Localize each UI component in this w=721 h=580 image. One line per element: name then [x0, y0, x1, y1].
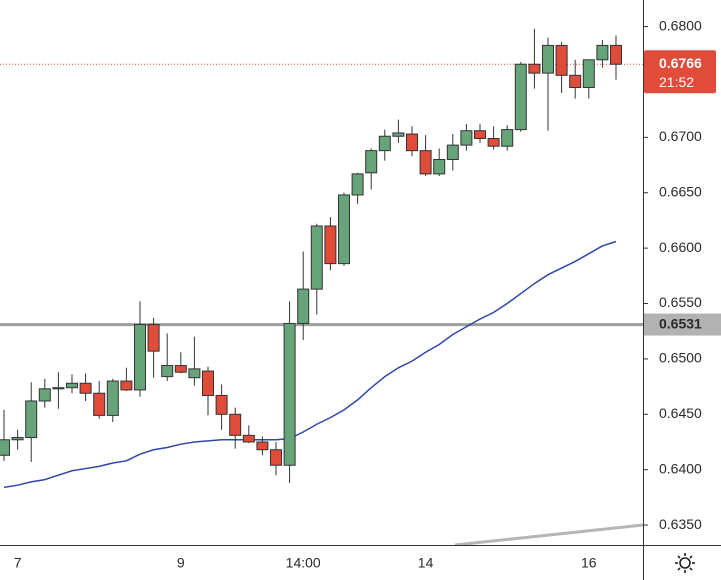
candle-body [419, 150, 432, 175]
candle-body [242, 434, 255, 443]
y-tick-label: 0.6600 [659, 239, 702, 255]
candle-body [610, 44, 622, 65]
candle-body [120, 380, 133, 391]
countdown-label: 21:52 [659, 74, 694, 90]
y-tick-label: 0.6650 [659, 183, 702, 199]
axes: 0.6350 0.6400 0.6450 0.6500 0.6550 0.6600 0.66… [14, 17, 721, 571]
level-tag [644, 313, 721, 336]
candle-body [542, 44, 554, 74]
candle-body [229, 413, 242, 436]
price-tag [644, 50, 716, 94]
candle-body [297, 288, 310, 324]
candle-body [338, 194, 350, 265]
candle-body [134, 324, 146, 391]
candle-body [596, 44, 609, 61]
candle-body [188, 368, 201, 379]
candle-body [38, 388, 51, 402]
candle-body [487, 137, 500, 147]
candle-body [270, 449, 282, 466]
candle-body [147, 324, 160, 352]
x-tick-label: 7 [14, 555, 22, 571]
price-tag-label: 0.6766 [659, 55, 702, 71]
price-axis [643, 0, 721, 580]
moving-average [3, 240, 617, 489]
candle-body [66, 382, 78, 389]
time-axis [0, 545, 643, 580]
candle-body [310, 225, 323, 290]
candle-body [569, 74, 582, 89]
x-tick-label: 16 [581, 555, 597, 571]
y-tick-label: 0.6450 [659, 405, 702, 421]
candle-body [93, 392, 106, 416]
candle-body [406, 133, 418, 152]
candle-body [460, 130, 473, 146]
candle-body [351, 173, 364, 196]
candle-body [25, 400, 38, 439]
level-tag-label: 0.6531 [659, 315, 702, 331]
candle-body [106, 380, 119, 416]
candle-body [202, 370, 214, 396]
candle-body [174, 365, 187, 373]
candle-body [446, 144, 459, 161]
candle-body [256, 441, 269, 451]
candle-body [324, 225, 337, 265]
candle-body [378, 135, 391, 152]
candle-body [11, 437, 24, 441]
candle-body [392, 132, 405, 137]
candle-body [79, 382, 92, 394]
x-tick-label: 14 [418, 555, 434, 571]
y-tick-label: 0.6500 [659, 350, 702, 366]
candle-body [215, 394, 228, 415]
candle-body [555, 44, 568, 76]
y-tick-label: 0.6800 [659, 17, 702, 33]
y-tick-label: 0.6700 [659, 128, 702, 144]
y-tick-label: 0.6550 [659, 294, 702, 310]
candle-body [433, 159, 446, 175]
candle-body [52, 387, 65, 390]
x-tick-label: 9 [177, 555, 185, 571]
candle-body [582, 59, 595, 89]
trend-line [454, 523, 644, 547]
candle-body [528, 63, 541, 74]
y-tick-label: 0.6400 [659, 460, 702, 476]
x-tick-label: 14:00 [286, 555, 321, 571]
settings-icon[interactable] [675, 553, 695, 573]
candle-body [365, 150, 378, 174]
candle-body [161, 365, 174, 378]
candle-body [0, 439, 10, 456]
candle-body [501, 129, 514, 147]
candle-body [514, 63, 527, 131]
candle-body [474, 130, 486, 139]
y-tick-label: 0.6350 [659, 516, 702, 532]
candle-body [283, 322, 296, 466]
plot-area [0, 28, 643, 489]
